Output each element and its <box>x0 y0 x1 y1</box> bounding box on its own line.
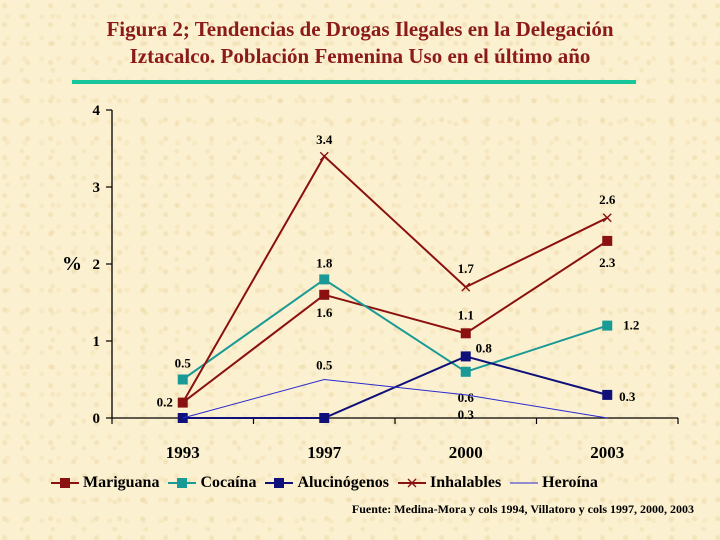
data-point-marker <box>319 289 330 300</box>
data-point-marker <box>319 413 330 423</box>
legend-label: Cocaína <box>200 474 257 491</box>
data-point-marker <box>602 235 613 246</box>
chart-title: Figura 2; Tendencias de Drogas Ilegales … <box>0 16 720 70</box>
legend-swatch <box>510 482 539 484</box>
data-label: 0.3 <box>619 389 636 404</box>
legend-label: Inhalables <box>430 474 502 491</box>
legend-item: Inhalables <box>397 474 501 492</box>
data-label: 0.3 <box>458 407 475 422</box>
series-line-0 <box>182 240 608 404</box>
data-label: 0.8 <box>476 340 493 355</box>
data-label: 0.2 <box>157 395 173 410</box>
legend-label: Alucinógenos <box>297 474 390 491</box>
chart-title-line2: Iztacalco. Población Femenina Uso en el … <box>129 44 591 68</box>
data-point-marker <box>602 320 613 331</box>
legend-swatch <box>51 478 79 488</box>
data-label: 0.5 <box>175 356 192 371</box>
data-label: 1.7 <box>458 261 475 276</box>
data-point-marker <box>461 282 471 292</box>
data-label: 1.6 <box>316 305 333 320</box>
data-label: 1.1 <box>458 307 474 322</box>
data-label: 1.8 <box>316 255 333 270</box>
data-label: 3.4 <box>316 132 333 147</box>
data-point-marker <box>460 328 471 339</box>
series-line-3 <box>181 154 608 404</box>
legend-swatch <box>398 478 427 488</box>
legend-label: Heroína <box>542 474 598 491</box>
data-label: 2.6 <box>599 192 616 207</box>
x-tick-label: 1997 <box>307 443 342 462</box>
data-point-marker <box>602 389 613 400</box>
y-tick-label: 2 <box>93 257 101 273</box>
legend-swatch <box>265 478 294 488</box>
y-tick-label: 0 <box>93 411 101 427</box>
x-tick-label: 2003 <box>590 443 624 462</box>
data-point-marker <box>319 274 330 285</box>
legend-item: Alucinógenos <box>264 474 389 492</box>
data-label: 2.3 <box>599 255 616 270</box>
data-label: 0.6 <box>458 390 475 405</box>
y-tick-label: 3 <box>93 180 101 196</box>
y-tick-label: 1 <box>93 334 101 350</box>
legend-item: Heroína <box>509 474 598 492</box>
data-point-marker <box>460 351 471 362</box>
x-tick-label: 2000 <box>449 443 483 462</box>
data-point-marker <box>319 151 329 161</box>
y-axis-label: % <box>62 253 82 275</box>
source-note: Fuente: Medina-Mora y cols 1994, Villato… <box>351 502 694 516</box>
legend-item: Cocaína <box>167 474 256 492</box>
x-tick-label: 1993 <box>166 443 200 462</box>
series-line-1 <box>182 278 608 381</box>
data-label: 1.2 <box>623 318 639 333</box>
title-underline <box>72 80 636 84</box>
data-point-marker <box>602 213 612 223</box>
chart-legend: Mariguana Cocaína Alucinógenos Inhalables He… <box>50 472 606 494</box>
data-label: 0.5 <box>316 358 333 373</box>
series-line-4 <box>182 378 608 419</box>
legend-item: Mariguana <box>50 474 159 492</box>
legend-label: Mariguana <box>83 474 160 491</box>
data-point-marker <box>178 398 188 408</box>
line-chart: 0 1 2 3 4% 1993 1997 2000 2003 0.2 1.6 1.1 2.3 0.5 1.8… <box>62 103 679 462</box>
chart-title-line1: Figura 2; Tendencias de Drogas Ilegales … <box>106 17 614 41</box>
data-point-marker <box>460 366 471 377</box>
y-tick-label: 4 <box>93 103 101 119</box>
data-point-marker <box>177 374 188 385</box>
legend-swatch <box>168 478 197 488</box>
